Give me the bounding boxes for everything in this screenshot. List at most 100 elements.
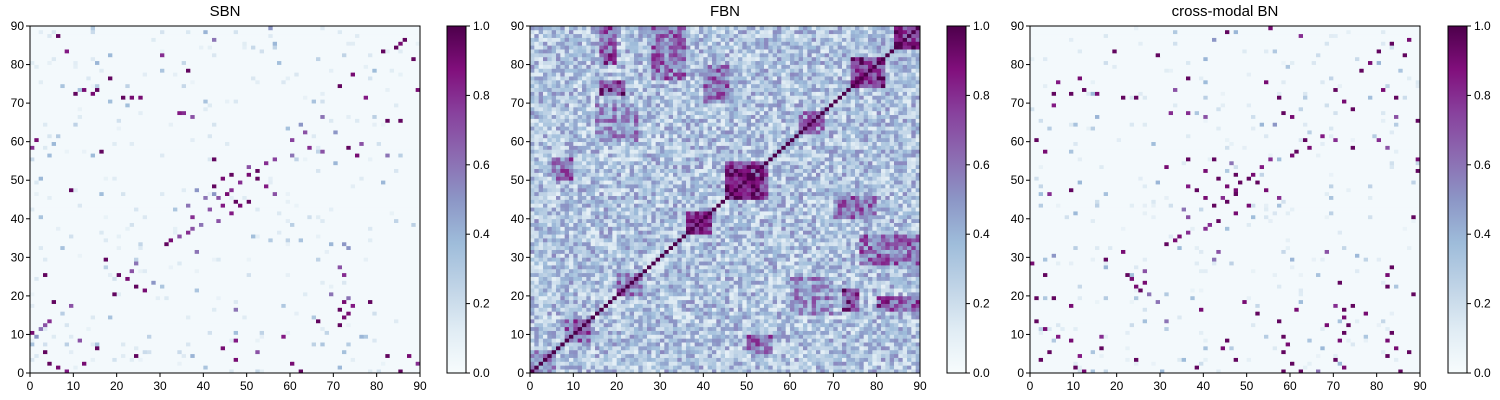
heatmap-cell — [390, 334, 395, 338]
heatmap-cell — [303, 350, 308, 354]
heatmap-cell — [95, 165, 100, 169]
heatmap-cell — [355, 250, 360, 254]
heatmap-cell — [108, 311, 113, 315]
heatmap-cell — [234, 242, 239, 246]
heatmap-cell — [325, 165, 330, 169]
heatmap-cell — [372, 307, 377, 311]
heatmap-cell — [199, 284, 204, 288]
heatmap-cell — [268, 323, 273, 327]
heatmap-cell — [351, 304, 356, 308]
heatmap-cell — [199, 346, 204, 350]
heatmap-cell — [277, 334, 282, 338]
heatmap-cell — [307, 288, 312, 292]
heatmap-cell — [82, 269, 87, 273]
heatmap-cell — [394, 319, 399, 323]
heatmap-cell — [39, 304, 44, 308]
heatmap-cell — [268, 358, 273, 362]
heatmap-cell — [86, 292, 91, 296]
heatmap-cell — [212, 361, 217, 365]
heatmap-cell — [299, 226, 304, 230]
heatmap-cell — [381, 253, 386, 257]
heatmap-cell — [160, 319, 165, 323]
heatmap-cell — [134, 277, 139, 281]
heatmap-cell — [203, 250, 208, 254]
heatmap-cell — [56, 196, 61, 200]
heatmap-cell — [112, 292, 117, 296]
heatmap-cell — [221, 354, 226, 358]
heatmap-cell — [333, 273, 338, 277]
heatmap-cell — [177, 230, 182, 234]
heatmap-cell — [56, 311, 61, 315]
heatmap-cell — [147, 284, 152, 288]
heatmap-cell — [112, 334, 117, 338]
heatmap-cell — [216, 346, 221, 350]
heatmap-cell — [104, 331, 109, 335]
heatmap-cell — [264, 261, 269, 265]
heatmap-cell — [247, 211, 252, 215]
heatmap-cell — [390, 327, 395, 331]
heatmap-cell — [95, 300, 100, 304]
heatmap-cell — [182, 334, 187, 338]
heatmap-cell — [52, 234, 57, 238]
heatmap-cell — [264, 242, 269, 246]
heatmap-cell — [91, 327, 96, 331]
heatmap-cell — [398, 192, 403, 196]
heatmap-cell — [156, 269, 161, 273]
heatmap-cell — [398, 196, 403, 200]
heatmap-cell — [156, 223, 161, 227]
heatmap-cell — [333, 334, 338, 338]
heatmap-cell — [43, 250, 48, 254]
heatmap-cell — [121, 242, 126, 246]
heatmap-cell — [225, 246, 230, 250]
heatmap-cell — [52, 161, 57, 165]
heatmap-cell — [290, 315, 295, 319]
heatmap-cell — [290, 180, 295, 184]
heatmap-cell — [91, 304, 96, 308]
heatmap-cell — [277, 176, 282, 180]
heatmap-cell — [203, 346, 208, 350]
heatmap-cell — [355, 269, 360, 273]
heatmap-cell — [377, 338, 382, 342]
heatmap-cell — [78, 334, 83, 338]
heatmap-cell — [385, 246, 390, 250]
heatmap-cell — [316, 358, 321, 362]
heatmap-cell — [394, 269, 399, 273]
heatmap-cell — [407, 334, 412, 338]
heatmap-cell — [372, 169, 377, 173]
heatmap-cell — [216, 342, 221, 346]
heatmap-cell — [121, 342, 126, 346]
heatmap-cell — [251, 180, 256, 184]
heatmap-cell — [286, 250, 291, 254]
heatmap-cell — [108, 292, 113, 296]
heatmap-cell — [43, 300, 48, 304]
heatmap-cell — [364, 315, 369, 319]
heatmap-cell — [286, 219, 291, 223]
heatmap-cell — [320, 331, 325, 335]
heatmap-cell — [394, 246, 399, 250]
heatmap-cell — [312, 207, 317, 211]
heatmap-cell — [177, 215, 182, 219]
heatmap-cell — [255, 253, 260, 257]
heatmap-cell — [138, 219, 143, 223]
heatmap-cell — [299, 334, 304, 338]
heatmap-cell — [385, 234, 390, 238]
heatmap-cell — [355, 300, 360, 304]
heatmap-cell — [130, 157, 135, 161]
heatmap-cell — [143, 188, 148, 192]
heatmap-cell — [273, 203, 278, 207]
heatmap-cell — [359, 184, 364, 188]
heatmap-cell — [43, 350, 48, 354]
heatmap-cell — [39, 207, 44, 211]
heatmap-cell — [225, 257, 230, 261]
heatmap-cell — [117, 315, 122, 319]
heatmap-cell — [56, 331, 61, 335]
heatmap-cell — [312, 361, 317, 365]
heatmap-cell — [368, 246, 373, 250]
heatmap-cell — [30, 365, 35, 369]
heatmap-cell — [47, 173, 52, 177]
heatmap-cell — [130, 211, 135, 215]
heatmap-cell — [104, 300, 109, 304]
heatmap-cell — [346, 265, 351, 269]
heatmap-cell — [390, 200, 395, 204]
heatmap-cell — [156, 354, 161, 358]
